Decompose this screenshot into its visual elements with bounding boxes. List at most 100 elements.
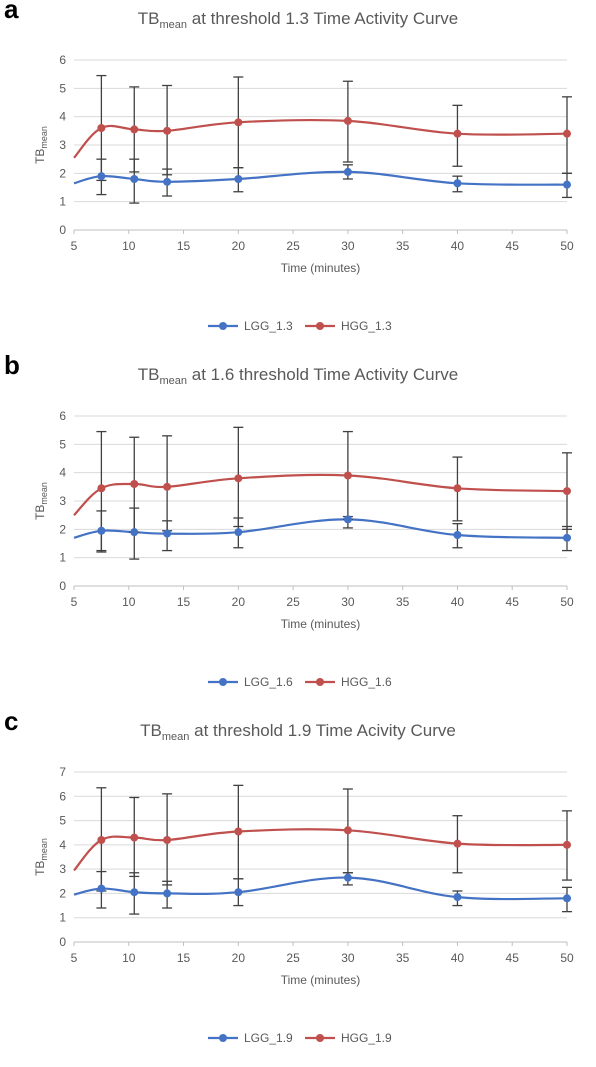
series-line-HGG_1.6 xyxy=(73,473,568,516)
y-axis-label-main: TB xyxy=(33,505,47,520)
x-tick-label: 35 xyxy=(396,951,410,965)
chart-title: TBmean at threshold 1.9 Time Acivity Cur… xyxy=(140,721,456,743)
legend-label: LGG_1.3 xyxy=(244,319,293,333)
legend-marker xyxy=(219,322,227,330)
x-tick-label: 25 xyxy=(286,951,300,965)
x-tick-label: 15 xyxy=(177,595,191,609)
y-axis-label-sub: mean xyxy=(39,482,49,505)
chart-title-sub: mean xyxy=(162,731,190,743)
legend-label: LGG_1.9 xyxy=(244,1031,293,1045)
chart-title-sub: mean xyxy=(160,19,188,31)
x-tick-label: 45 xyxy=(506,595,520,609)
y-tick-label: 3 xyxy=(59,138,66,152)
legend-entry: LGG_1.6 xyxy=(208,675,293,689)
chart-title-rest: at threshold 1.9 Time Acivity Curve xyxy=(189,721,455,740)
data-point-LGG_1.3 xyxy=(130,175,139,183)
chart-title-main: TB xyxy=(138,365,160,384)
data-point-HGG_1.9 xyxy=(130,833,139,842)
legend-marker xyxy=(316,1034,324,1042)
data-point-LGG_1.6 xyxy=(453,531,462,539)
y-tick-label: 3 xyxy=(59,862,66,876)
legend-entry: HGG_1.9 xyxy=(305,1031,392,1045)
y-tick-label: 5 xyxy=(59,81,66,95)
x-axis-label: Time (minutes) xyxy=(281,617,361,631)
y-tick-label: 4 xyxy=(59,110,66,124)
data-point-LGG_1.9 xyxy=(343,873,352,882)
series-line-HGG_1.9 xyxy=(73,828,568,872)
legend-marker xyxy=(219,678,227,686)
y-tick-label: 7 xyxy=(59,765,66,779)
data-point-HGG_1.6 xyxy=(234,474,243,483)
series-line-LGG_1.6 xyxy=(73,518,568,539)
x-tick-label: 10 xyxy=(122,239,136,253)
panel-label-a: a xyxy=(4,0,19,24)
x-axis-label: Time (minutes) xyxy=(281,261,361,275)
data-point-HGG_1.9 xyxy=(563,840,571,849)
data-point-HGG_1.6 xyxy=(453,484,462,493)
x-tick-label: 40 xyxy=(451,239,465,253)
y-tick-label: 4 xyxy=(59,838,66,852)
y-tick-label: 5 xyxy=(59,437,66,451)
data-point-HGG_1.3 xyxy=(453,129,462,138)
chart-title-sub: mean xyxy=(160,375,188,387)
data-point-LGG_1.6 xyxy=(563,533,571,542)
data-point-HGG_1.9 xyxy=(163,836,172,844)
chart-title-main: TB xyxy=(140,721,162,740)
x-tick-label: 45 xyxy=(506,239,520,253)
y-tick-label: 5 xyxy=(59,814,66,828)
chart-title: TBmean at 1.6 threshold Time Activity Cu… xyxy=(138,365,458,387)
chart-title-main: TB xyxy=(138,9,160,28)
panel-label-b: b xyxy=(4,350,20,380)
y-axis-label-main: TB xyxy=(33,149,47,164)
x-tick-label: 5 xyxy=(71,595,78,609)
chart-panel-c: TBmean at threshold 1.9 Time Acivity Cur… xyxy=(0,706,596,1067)
chart-title-rest: at threshold 1.3 Time Activity Curve xyxy=(187,9,458,28)
data-point-HGG_1.6 xyxy=(130,480,139,488)
x-tick-label: 20 xyxy=(232,595,246,609)
chart-svg-c: TBmean at threshold 1.9 Time Acivity Cur… xyxy=(33,721,574,1045)
data-point-LGG_1.6 xyxy=(130,528,139,537)
x-tick-label: 25 xyxy=(286,239,300,253)
data-point-HGG_1.3 xyxy=(163,126,172,135)
data-point-HGG_1.3 xyxy=(130,125,139,134)
y-axis-label-sub: mean xyxy=(39,838,49,861)
data-point-LGG_1.9 xyxy=(163,889,172,898)
x-tick-label: 30 xyxy=(341,239,355,253)
legend-marker xyxy=(219,1034,227,1042)
x-tick-label: 50 xyxy=(560,239,574,253)
y-tick-label: 3 xyxy=(59,494,66,508)
y-axis-label: TBmean xyxy=(33,838,49,876)
x-tick-label: 15 xyxy=(177,239,191,253)
x-tick-label: 50 xyxy=(560,951,574,965)
x-tick-label: 35 xyxy=(396,239,410,253)
data-point-LGG_1.9 xyxy=(563,894,571,903)
data-point-HGG_1.6 xyxy=(97,484,106,493)
y-axis-label-main: TB xyxy=(33,861,47,876)
legend-label: HGG_1.6 xyxy=(341,675,392,689)
y-tick-label: 6 xyxy=(59,409,66,423)
chart-svg-a: TBmean at threshold 1.3 Time Activity Cu… xyxy=(33,9,574,333)
y-tick-label: 6 xyxy=(59,789,66,803)
y-tick-label: 1 xyxy=(59,911,66,925)
legend-label: HGG_1.9 xyxy=(341,1031,392,1045)
legend-marker xyxy=(316,322,324,330)
y-tick-label: 6 xyxy=(59,53,66,67)
data-point-LGG_1.6 xyxy=(234,528,243,537)
data-point-HGG_1.3 xyxy=(97,124,106,132)
chart-title: TBmean at threshold 1.3 Time Activity Cu… xyxy=(138,9,458,31)
legend-label: HGG_1.3 xyxy=(341,319,392,333)
y-axis-label-sub: mean xyxy=(39,126,49,149)
data-point-LGG_1.3 xyxy=(453,179,462,188)
y-axis-label: TBmean xyxy=(33,126,49,164)
y-tick-label: 1 xyxy=(59,551,66,565)
data-point-HGG_1.6 xyxy=(563,487,571,496)
x-tick-label: 20 xyxy=(232,951,246,965)
x-tick-label: 45 xyxy=(506,951,520,965)
panel-label-c: c xyxy=(4,706,19,736)
data-point-HGG_1.3 xyxy=(563,129,571,138)
chart-panel-b: TBmean at 1.6 threshold Time Activity Cu… xyxy=(0,350,596,711)
y-tick-label: 4 xyxy=(59,466,66,480)
x-tick-label: 10 xyxy=(122,595,136,609)
x-tick-label: 35 xyxy=(396,595,410,609)
legend-entry: HGG_1.6 xyxy=(305,675,392,689)
